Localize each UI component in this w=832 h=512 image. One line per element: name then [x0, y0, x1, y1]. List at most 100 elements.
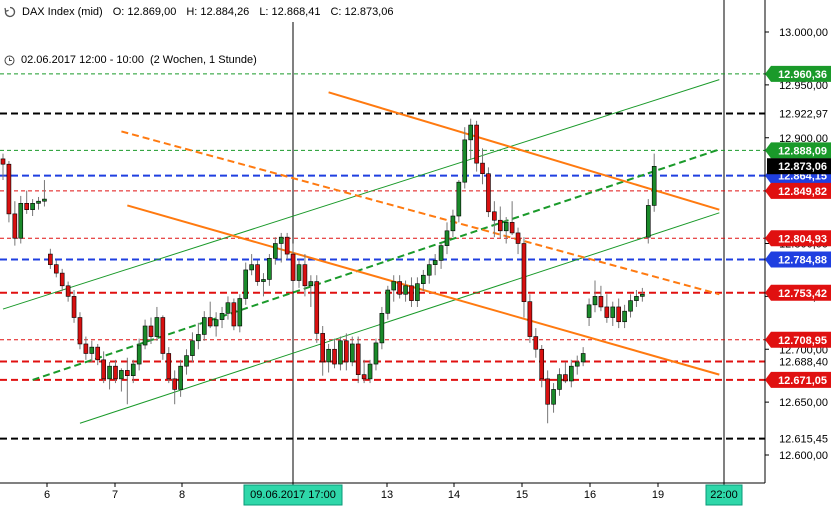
price-label-text: 12.804,93 [778, 233, 827, 245]
candle-body [421, 274, 426, 284]
candle [332, 338, 337, 369]
candle [574, 355, 580, 375]
x-tick-label: 16 [584, 489, 596, 501]
x-tick-label: 15 [516, 489, 528, 501]
candle-body [444, 230, 450, 246]
cycle-icon[interactable] [4, 6, 16, 18]
price-label-4: 12.849,82 [765, 182, 831, 199]
candle [30, 199, 35, 217]
trendline-orange-upper [328, 91, 720, 211]
x-tick-label: 8 [179, 489, 185, 501]
x-crosshair-box [243, 484, 343, 506]
price-label-box [765, 331, 831, 348]
price-label-box [765, 142, 831, 159]
candle-body [640, 293, 645, 297]
candle [515, 227, 521, 255]
candle [196, 322, 201, 350]
candle [545, 370, 550, 424]
candle [521, 237, 527, 318]
candle-body [349, 343, 355, 363]
candle-body [178, 365, 183, 390]
price-label-9: 12.688,40 [779, 357, 828, 369]
price-label-text: 12.708,95 [778, 335, 827, 347]
candle [308, 275, 314, 307]
close-value: C: 12.873,06 [330, 6, 394, 18]
candle-body [551, 389, 556, 405]
price-label-0: 12.960,36 [765, 65, 831, 82]
candle [367, 359, 373, 384]
candle [344, 333, 349, 371]
candle-body [24, 203, 29, 210]
candle-body [83, 343, 89, 354]
price-labels-layer: 12.960,3612.922,9712.888,0912.864,1512.8… [765, 65, 831, 446]
candle [622, 304, 627, 329]
candle [539, 345, 545, 388]
candle-body [213, 319, 219, 327]
candle [551, 383, 556, 413]
candle [361, 359, 367, 384]
candle [249, 254, 254, 276]
candle-body [207, 317, 213, 327]
candle [426, 259, 432, 284]
candle-body [486, 173, 491, 213]
candle-body [142, 325, 148, 346]
candle [409, 277, 414, 307]
candle [628, 294, 633, 318]
candle [273, 237, 278, 265]
candle [598, 285, 604, 312]
candle-body [462, 139, 468, 183]
candle-body [65, 285, 71, 297]
candle [136, 338, 142, 371]
candle [563, 361, 568, 384]
candle-body [563, 374, 568, 382]
candle-body [113, 365, 118, 380]
candle [355, 336, 361, 384]
candle [59, 268, 65, 292]
candle-body [527, 301, 533, 337]
candle-body [225, 302, 231, 314]
candle [557, 368, 562, 396]
candle-body [332, 348, 337, 365]
price-label-box [765, 65, 831, 82]
candle-body [409, 285, 414, 301]
candle [610, 301, 616, 326]
clock-icon [4, 55, 15, 65]
candle [18, 195, 24, 244]
candle [6, 161, 12, 223]
candle-body [557, 374, 562, 390]
candle [190, 332, 195, 362]
candle-body [130, 363, 136, 376]
period-description: (2 Wochen, 1 Stunde) [149, 54, 257, 66]
candle [296, 259, 302, 288]
candle-body [53, 264, 59, 274]
candle-body [415, 283, 420, 301]
candle-body [521, 243, 527, 302]
candle-body [503, 222, 509, 232]
x-tick-label: 19 [652, 489, 664, 501]
candle [130, 359, 136, 384]
candle-body [539, 348, 545, 380]
candle [65, 281, 71, 302]
candle [373, 338, 379, 371]
candle-body [89, 346, 95, 354]
candle [444, 222, 450, 255]
grid-layer [292, 0, 725, 483]
candle [267, 254, 272, 286]
price-label-10: 12.671,05 [765, 371, 831, 388]
candle [604, 294, 610, 323]
candle [302, 254, 308, 297]
candle [83, 336, 89, 360]
candle-body [0, 158, 6, 165]
price-label-box [765, 182, 831, 199]
candle [284, 232, 290, 260]
candle [12, 201, 18, 246]
candle-body [326, 348, 331, 363]
candle-body [391, 281, 397, 291]
candle-body [361, 374, 367, 380]
price-label-box [765, 284, 831, 301]
candle-body [160, 317, 166, 354]
candle [480, 148, 485, 185]
candle [468, 118, 473, 159]
